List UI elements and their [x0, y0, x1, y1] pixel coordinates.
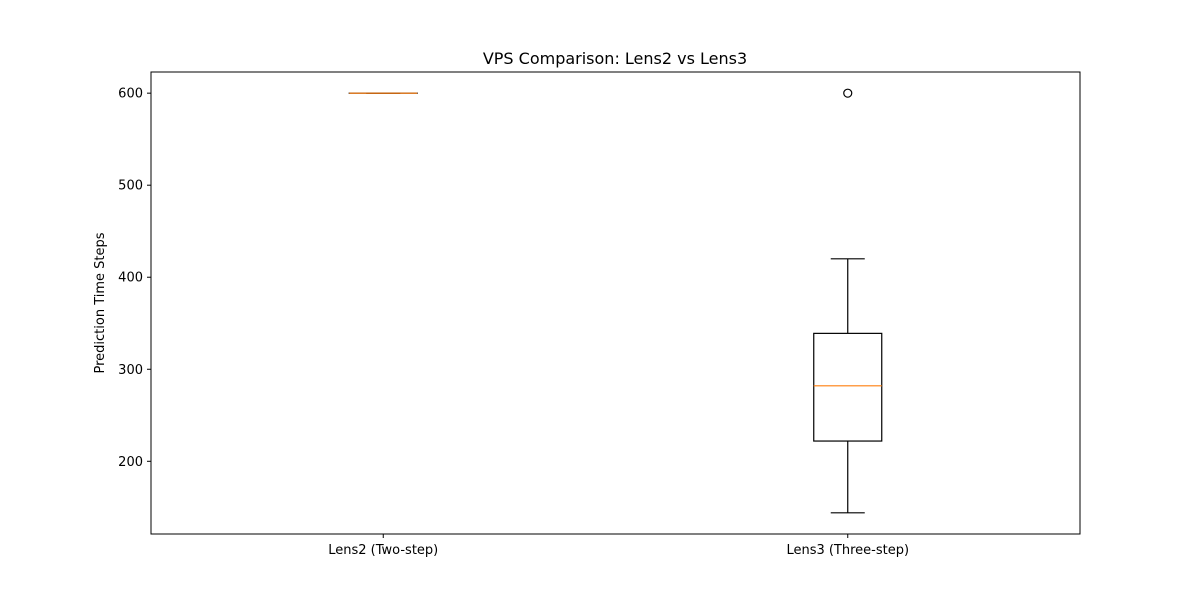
- chart-title: VPS Comparison: Lens2 vs Lens3: [483, 49, 747, 68]
- y-axis-label: Prediction Time Steps: [93, 232, 108, 373]
- y-tick-label-500: 500: [118, 179, 143, 194]
- box-1-outlier-0: [843, 88, 853, 98]
- x-tick-label-0: Lens2 (Two-step): [328, 543, 438, 558]
- axes-frame: [150, 71, 1081, 535]
- y-tick-label-600: 600: [118, 87, 143, 102]
- y-tick-label-200: 200: [118, 455, 143, 470]
- y-tick-label-400: 400: [118, 271, 143, 286]
- box-1-body: [813, 332, 883, 442]
- x-tick-label-1: Lens3 (Three-step): [786, 543, 909, 558]
- plot-area: 200 300 400 500 600 Lens2 (Two-step) Lens3 (Th…: [118, 87, 909, 558]
- y-tick-label-300: 300: [118, 363, 143, 378]
